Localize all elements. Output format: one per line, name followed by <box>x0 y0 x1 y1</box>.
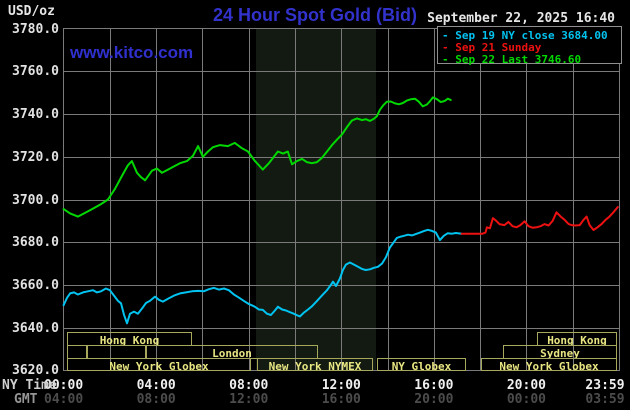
kitco-watermark: www.kitco.com <box>70 43 194 62</box>
h-gridline <box>63 327 620 329</box>
v-gridline <box>387 28 389 371</box>
x-tick-ny-time: 16:00 <box>414 378 454 393</box>
x-tick-gmt-time: 20:00 <box>414 392 454 407</box>
chart-title: 24 Hour Spot Gold (Bid) <box>213 5 417 25</box>
legend-box: - Sep 19 NY close 3684.00- Sep 21 Sunday… <box>437 26 622 66</box>
h-gridline <box>63 199 620 201</box>
v-gridline <box>202 28 204 371</box>
session-box: New York Globex <box>481 358 617 373</box>
v-gridline <box>109 28 111 371</box>
session-box: New York NYMEX <box>257 358 373 373</box>
x-tick-ny-time: 04:00 <box>136 378 176 393</box>
y-tick-label: 3740.0 <box>12 107 59 123</box>
session-label: London <box>212 347 252 360</box>
h-gridline <box>63 156 620 158</box>
session-label: Sydney <box>540 347 580 360</box>
v-gridline <box>156 28 158 371</box>
y-tick-label: 3780.0 <box>12 21 59 37</box>
chart-timestamp: September 22, 2025 16:40 <box>427 11 615 26</box>
legend-item: - Sep 19 NY close 3684.00 <box>442 29 608 42</box>
v-gridline <box>572 28 574 371</box>
x-tick-gmt-time: 08:00 <box>136 392 176 407</box>
x-tick-gmt-time: 16:00 <box>321 392 361 407</box>
x-tick-ny-time: 12:00 <box>321 378 361 393</box>
x-tick-ny-time: 00:00 <box>44 378 84 393</box>
x-tick-gmt-time: 00:00 <box>506 392 546 407</box>
y-tick-label: 3640.0 <box>12 320 59 336</box>
h-gridline <box>63 71 620 73</box>
series-line-sep-19 <box>62 228 463 325</box>
legend-item: - Sep 22 Last 3746.60 <box>442 53 582 66</box>
x-axis-gmt-caption: GMT <box>14 392 38 407</box>
y-tick-label: 3660.0 <box>12 277 59 293</box>
v-gridline <box>433 28 435 371</box>
y-tick-label: 3700.0 <box>12 192 59 208</box>
v-gridline <box>295 28 297 371</box>
y-tick-label: 3680.0 <box>12 235 59 251</box>
v-gridline <box>341 28 343 371</box>
h-gridline <box>63 114 620 116</box>
session-label: Hong Kong <box>547 333 607 347</box>
session-box: NY Globex <box>377 358 466 373</box>
session-label: New York Globex <box>499 360 599 373</box>
session-label: New York Globex <box>109 360 209 373</box>
session-label: Hong Kong <box>99 333 160 347</box>
h-gridline <box>63 284 620 286</box>
x-axis-ny-caption: NY Time <box>2 378 57 393</box>
y-tick-label: 3720.0 <box>12 149 59 165</box>
series-line-sep-22 <box>62 96 452 218</box>
nymex-session-band <box>256 28 376 371</box>
session-label: New York NYMEX <box>268 360 362 373</box>
session-box: New York Globex <box>67 358 251 373</box>
h-gridline <box>63 242 620 244</box>
x-tick-ny-time: 23:59 <box>585 378 625 393</box>
x-tick-gmt-time: 04:00 <box>44 392 84 407</box>
series-line-sep-21 <box>460 206 619 235</box>
legend-item: - Sep 21 Sunday <box>442 41 542 54</box>
x-tick-gmt-time: 12:00 <box>229 392 269 407</box>
v-gridline <box>526 28 528 371</box>
y-tick-label: 3760.0 <box>12 64 59 80</box>
x-tick-gmt-time: 03:59 <box>585 392 625 407</box>
x-tick-ny-time: 20:00 <box>506 378 546 393</box>
session-label: NY Globex <box>391 360 452 373</box>
v-gridline <box>480 28 482 371</box>
y-axis-units-label: USD/oz <box>8 4 55 19</box>
y-tick-label: 3620.0 <box>12 363 59 379</box>
x-tick-ny-time: 08:00 <box>229 378 269 393</box>
v-gridline <box>248 28 250 371</box>
